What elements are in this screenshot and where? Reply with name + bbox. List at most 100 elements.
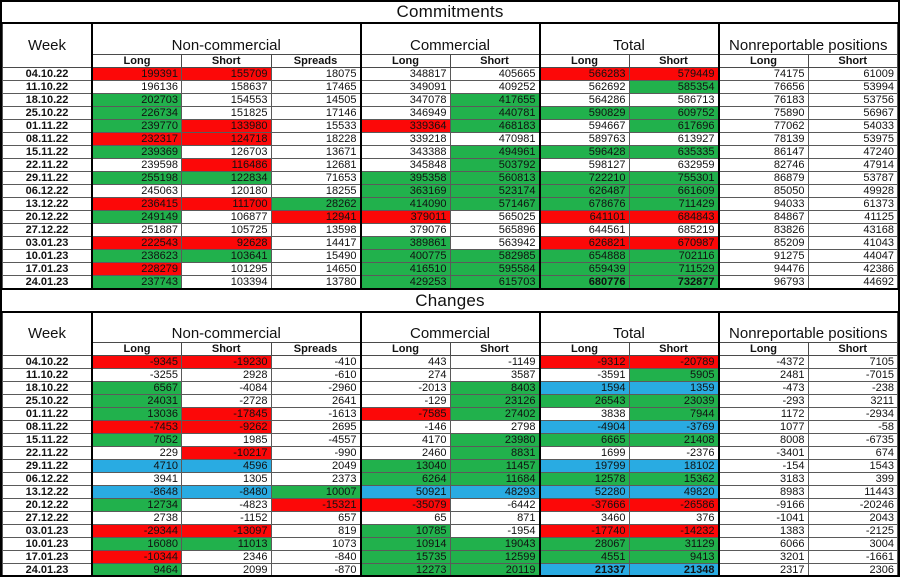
week-cell: 11.10.22 (2, 79, 93, 94)
value-cell: 755301 (628, 170, 719, 185)
week-cell: 06.12.22 (2, 183, 93, 198)
value-cell: 18228 (270, 131, 361, 146)
value-cell: -58 (807, 420, 898, 434)
value-cell: 94476 (717, 261, 809, 276)
value-cell: 414090 (359, 196, 451, 211)
value-cell: 389861 (359, 235, 451, 250)
sub-header: Short (807, 53, 898, 68)
value-cell: 236415 (91, 196, 182, 211)
value-cell: 6066 (717, 537, 809, 551)
value-cell: 2481 (717, 368, 809, 382)
value-cell: -870 (270, 563, 361, 575)
value-cell: -10217 (181, 446, 272, 460)
value-cell: 10007 (270, 485, 361, 499)
table-row: 22.11.22 229 -10217 -990 2460 8831 1699 -2376 -3… (2, 446, 898, 460)
table-row: 22.11.22 239598 116486 12681 345848 503792 598… (2, 157, 898, 172)
value-cell: 443 (359, 355, 451, 369)
value-cell: 565896 (449, 222, 540, 237)
value-cell: 53994 (807, 79, 898, 94)
value-cell: 615703 (449, 274, 540, 289)
table-row: 29.11.22 255198 122834 71653 395358 560813 722… (2, 170, 898, 185)
value-cell: 3587 (449, 368, 540, 382)
value-cell: -26586 (628, 498, 719, 512)
value-cell: 348817 (359, 66, 451, 81)
week-cell: 25.10.22 (2, 105, 93, 120)
week-cell: 04.10.22 (2, 355, 93, 369)
value-cell: 21337 (538, 563, 630, 575)
value-cell: -9312 (538, 355, 630, 369)
value-cell: -7585 (359, 407, 451, 421)
value-cell: 49928 (807, 183, 898, 198)
changes-title: Changes (415, 290, 485, 310)
value-cell: 8831 (449, 446, 540, 460)
table-row: 11.10.22 -3255 2928 -610 274 3587 -3591 5905 248… (2, 368, 898, 382)
value-cell: -10344 (91, 550, 182, 564)
value-cell: 12941 (270, 209, 361, 224)
value-cell: 50921 (359, 485, 451, 499)
group-header: Total (538, 311, 719, 343)
value-cell: 85209 (717, 235, 809, 250)
value-cell: 470981 (449, 131, 540, 146)
sub-header: Short (449, 342, 540, 356)
table-row: 15.11.22 7052 1985 -4557 4170 23980 6665 21408 8… (2, 433, 898, 447)
table-row: 13.12.22 236415 111700 28262 414090 571467 678… (2, 196, 898, 211)
value-cell: 28067 (538, 537, 630, 551)
week-cell: 04.10.22 (2, 66, 93, 81)
value-cell: 562692 (538, 79, 630, 94)
week-header: Week (2, 22, 93, 68)
value-cell: 4710 (91, 459, 182, 473)
value-cell: 2049 (270, 459, 361, 473)
value-cell: 14417 (270, 235, 361, 250)
commitments-title: Commitments (396, 2, 504, 21)
week-cell: 27.12.22 (2, 511, 93, 525)
value-cell: -1661 (807, 550, 898, 564)
value-cell: 12734 (91, 498, 182, 512)
value-cell: 11684 (449, 472, 540, 486)
value-cell: 101295 (181, 261, 272, 276)
value-cell: 429253 (359, 274, 451, 289)
value-cell: 17465 (270, 79, 361, 94)
value-cell: 12599 (449, 550, 540, 564)
value-cell: 732877 (628, 274, 719, 289)
value-cell: 345848 (359, 157, 451, 172)
value-cell: 590829 (538, 105, 630, 120)
value-cell: -20246 (807, 498, 898, 512)
value-cell: 1594 (538, 381, 630, 395)
value-cell: 3211 (807, 394, 898, 408)
table-row: 17.01.23 -10344 2346 -840 15735 12599 4551 9413… (2, 550, 898, 564)
value-cell: 1172 (717, 407, 809, 421)
sub-header: Short (628, 342, 719, 356)
value-cell: 8008 (717, 433, 809, 447)
value-cell: 644561 (538, 222, 630, 237)
week-cell: 29.11.22 (2, 170, 93, 185)
value-cell: 21408 (628, 433, 719, 447)
sub-header: Long (359, 53, 451, 68)
value-cell: 92628 (181, 235, 272, 250)
value-cell: -3769 (628, 420, 719, 434)
value-cell: 251887 (91, 222, 182, 237)
value-cell: 594667 (538, 118, 630, 133)
value-cell: 595584 (449, 261, 540, 276)
value-cell: 349091 (359, 79, 451, 94)
value-cell: -4557 (270, 433, 361, 447)
value-cell: 7105 (807, 355, 898, 369)
value-cell: -473 (717, 381, 809, 395)
value-cell: 222543 (91, 235, 182, 250)
value-cell: 609752 (628, 105, 719, 120)
value-cell: 589763 (538, 131, 630, 146)
table-row: 24.01.23 9464 2099 -870 12273 20119 21337 21348… (2, 563, 898, 575)
value-cell: 635335 (628, 144, 719, 159)
value-cell: 47914 (807, 157, 898, 172)
value-cell: 196136 (91, 79, 182, 94)
value-cell: 61373 (807, 196, 898, 211)
value-cell: 155709 (181, 66, 272, 81)
week-cell: 13.12.22 (2, 485, 93, 499)
value-cell: 379076 (359, 222, 451, 237)
value-cell: 85050 (717, 183, 809, 198)
value-cell: 19043 (449, 537, 540, 551)
value-cell: 680776 (538, 274, 630, 289)
week-cell: 22.11.22 (2, 446, 93, 460)
value-cell: -610 (270, 368, 361, 382)
value-cell: 8403 (449, 381, 540, 395)
sub-header: Spreads (270, 342, 361, 356)
